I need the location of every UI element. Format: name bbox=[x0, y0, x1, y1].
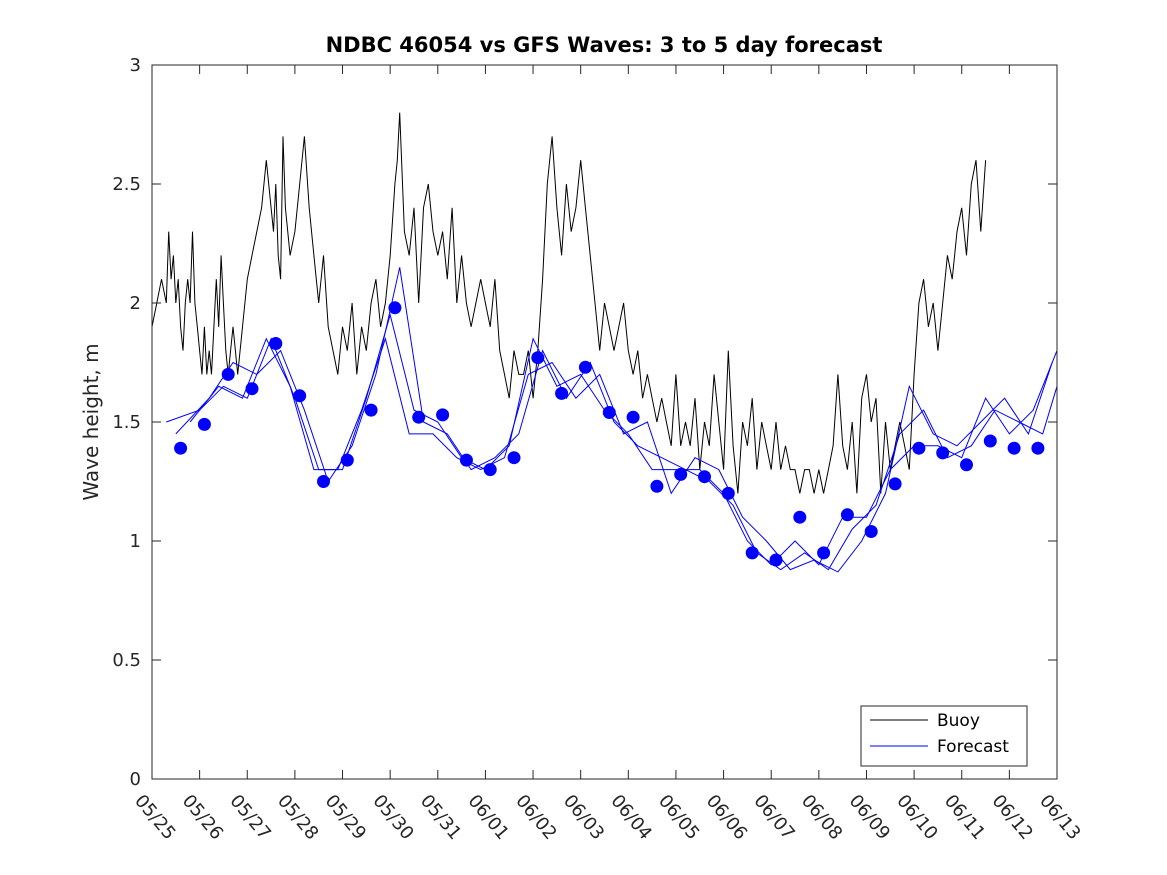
forecast-point bbox=[245, 382, 259, 396]
forecast-point bbox=[221, 367, 235, 381]
forecast-point bbox=[436, 408, 450, 422]
forecast-point bbox=[602, 406, 616, 419]
forecast-point bbox=[912, 441, 926, 455]
plot-area bbox=[151, 112, 1058, 573]
forecast-point bbox=[983, 434, 997, 448]
forecast-point bbox=[840, 508, 854, 522]
buoy-line bbox=[151, 112, 987, 494]
y-axis-label: Wave height, m bbox=[79, 343, 103, 500]
forecast-line bbox=[189, 336, 1053, 573]
forecast-point bbox=[888, 477, 902, 491]
forecast-point bbox=[507, 451, 521, 465]
y-tick-label: 0.5 bbox=[112, 650, 141, 671]
y-tick-label: 2 bbox=[130, 293, 141, 314]
forecast-point bbox=[626, 410, 640, 424]
y-tick-label: 2.5 bbox=[112, 174, 141, 195]
forecast-point bbox=[269, 337, 283, 350]
y-tick-label: 1.5 bbox=[112, 412, 141, 433]
forecast-point bbox=[364, 403, 378, 417]
forecast-point bbox=[960, 458, 973, 472]
legend: Buoy Forecast bbox=[860, 705, 1028, 767]
forecast-point bbox=[555, 386, 569, 400]
y-tick-label: 0 bbox=[130, 769, 141, 790]
legend-box bbox=[860, 705, 1028, 767]
y-tick-label: 3 bbox=[130, 55, 141, 76]
chart-title: NDBC 46054 vs GFS Waves: 3 to 5 day fore… bbox=[326, 33, 883, 57]
legend-buoy-label: Buoy bbox=[937, 711, 980, 731]
forecast-point bbox=[340, 453, 354, 467]
legend-forecast-label: Forecast bbox=[937, 737, 1009, 757]
forecast-line bbox=[175, 267, 1058, 571]
y-tick-label: 1 bbox=[130, 531, 141, 552]
forecast-point bbox=[197, 417, 211, 431]
forecast-point bbox=[293, 389, 307, 403]
forecast-point bbox=[174, 441, 188, 455]
forecast-point bbox=[674, 467, 688, 481]
forecast-point bbox=[817, 546, 831, 560]
forecast-point bbox=[698, 470, 711, 484]
forecast-point bbox=[793, 510, 807, 524]
forecast-point bbox=[650, 479, 664, 493]
forecast-point bbox=[1031, 441, 1045, 455]
forecast-point bbox=[1007, 441, 1021, 455]
